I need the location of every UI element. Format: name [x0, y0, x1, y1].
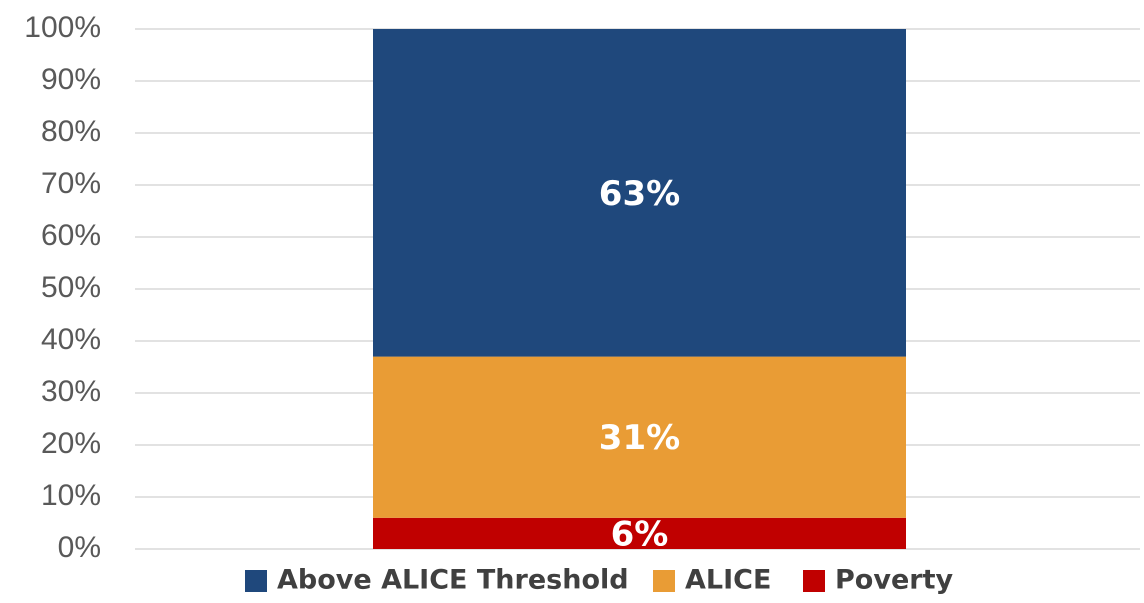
y-tick-label: 60% [41, 219, 101, 252]
legend-label-above-alice-threshold: Above ALICE Threshold [277, 565, 629, 596]
legend-swatch-alice [653, 570, 675, 592]
y-tick-label: 20% [41, 427, 101, 460]
legend-swatch-poverty [803, 570, 825, 592]
y-tick-label: 40% [41, 323, 101, 356]
bar-segment-poverty [373, 517, 906, 549]
y-tick-label: 80% [41, 115, 101, 148]
legend-label-alice: ALICE [685, 565, 771, 596]
bar-segments [373, 29, 906, 549]
y-tick-label: 30% [41, 375, 101, 408]
y-tick-label: 50% [41, 271, 101, 304]
y-tick-label: 70% [41, 167, 101, 200]
bar-segment-alice [373, 356, 906, 518]
data-label-alice: 31% [599, 418, 680, 458]
data-labels: 6% 31% 63% [599, 174, 680, 555]
data-label-poverty: 6% [611, 514, 669, 554]
y-tick-label: 10% [41, 479, 101, 512]
legend-swatch-above-alice-threshold [245, 570, 267, 592]
legend: Above ALICE Threshold ALICE Poverty [245, 565, 953, 596]
y-tick-label: 100% [24, 11, 101, 44]
data-label-above-alice-threshold: 63% [599, 174, 680, 214]
y-axis: 0% 10% 20% 30% 40% 50% 60% 70% 80% 90% 100% [24, 11, 101, 564]
y-tick-label: 0% [58, 531, 101, 564]
bar-segment-above-alice-threshold [373, 29, 906, 357]
y-tick-label: 90% [41, 63, 101, 96]
legend-label-poverty: Poverty [835, 565, 953, 596]
